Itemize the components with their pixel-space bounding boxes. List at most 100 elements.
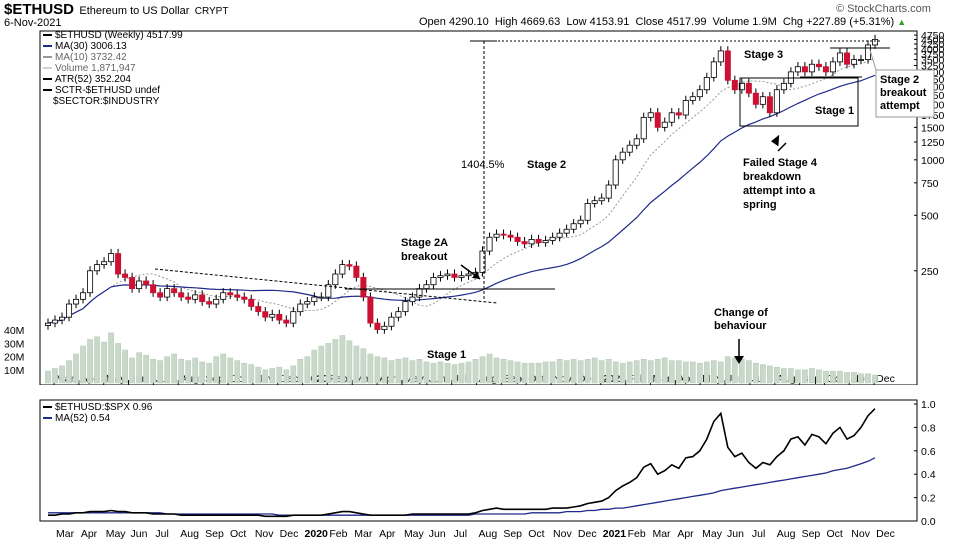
price-candle (605, 184, 612, 199)
price-candle (255, 306, 262, 313)
volume-bar (255, 366, 262, 384)
price-candle (689, 96, 696, 101)
volume-bar (507, 360, 514, 384)
annotation-stage2a: Stage 2A (401, 237, 448, 249)
volume-bar (654, 358, 661, 384)
price-candle (227, 292, 234, 296)
volume-bar (703, 361, 710, 384)
volume-bar (381, 357, 388, 384)
watermark: © StockCharts.com (836, 3, 931, 15)
volume-bar (269, 368, 276, 384)
price-candle (794, 66, 801, 73)
x-axis-label: 2021 (603, 528, 627, 540)
volume-bar (430, 362, 437, 384)
x-axis-label: Mar (354, 528, 373, 540)
volume-bar (788, 368, 794, 384)
price-candle (339, 264, 346, 275)
price-candle (395, 311, 402, 318)
x-axis-label: May (404, 528, 425, 540)
price-candle (801, 66, 808, 73)
volume-bar (199, 361, 206, 384)
volume-bar (675, 360, 682, 384)
price-candle (73, 298, 80, 305)
price-candle (129, 277, 136, 290)
price-candle (115, 253, 122, 275)
price-candle (822, 66, 829, 73)
volume-bar (416, 358, 423, 384)
volume-bar (598, 360, 605, 384)
volume-bar (220, 353, 227, 384)
volume-bar (423, 361, 430, 384)
x-axis-label: Sep (503, 528, 522, 540)
volume-tick-label: 30M (4, 338, 24, 350)
volume-bar (360, 348, 367, 384)
volume-bar (823, 370, 829, 384)
volume-bar (858, 373, 864, 384)
price-candle (661, 121, 668, 128)
price-candle (248, 298, 255, 307)
volume-bar (234, 360, 241, 384)
price-candle (808, 63, 815, 73)
x-axis-label: Sep (802, 528, 821, 540)
price-candle (752, 92, 759, 105)
volume-bar (472, 358, 479, 384)
x-axis-label: Nov (255, 528, 274, 540)
price-tick-label: 1500 (921, 122, 945, 134)
price-candle (843, 52, 850, 65)
volume-tick-label: 40M (4, 325, 24, 337)
x-axis-label: Oct (528, 528, 544, 540)
price-candle (213, 298, 220, 305)
annotation-change-behaviour: Change of (714, 307, 768, 319)
volume-bar (458, 362, 465, 384)
volume-bar (444, 362, 451, 384)
price-candle (101, 261, 108, 266)
volume-bar (844, 372, 850, 384)
price-candle (290, 311, 297, 324)
volume-bar (325, 343, 332, 384)
exchange-label: CRYPT (194, 6, 229, 17)
volume-bar (774, 366, 780, 384)
legend-ratio: $ETHUSD:$SPX 0.96 (55, 402, 153, 413)
chart-date: 6-Nov-2021 (4, 17, 62, 29)
volume-bar (767, 365, 773, 384)
price-candle (52, 319, 59, 324)
x-axis-label: Sep (205, 528, 224, 540)
volume-bar (689, 361, 696, 384)
price-candle (367, 296, 374, 324)
price-candle (717, 50, 724, 63)
price-candle (325, 284, 332, 298)
ratio-tick-label: 0.8 (921, 422, 936, 434)
legend-ma10: MA(10) 3732.42 (55, 52, 127, 63)
price-candle (738, 82, 745, 91)
volume-bar (528, 362, 535, 384)
price-candle (241, 296, 248, 300)
x-axis-label: 2020 (305, 528, 329, 540)
price-candle (836, 52, 843, 63)
volume-bar (633, 360, 640, 384)
annotation-stage2a: breakout (401, 251, 448, 263)
volume-bar (332, 339, 339, 384)
price-candle (178, 292, 185, 298)
x-axis-label: Jul (454, 528, 467, 540)
volume-bar (872, 374, 878, 384)
x-axis-label: Apr (379, 528, 396, 540)
volume-bar (549, 361, 556, 384)
ma30-line (47, 74, 876, 324)
volume-bar (248, 364, 255, 384)
price-candle (570, 223, 577, 230)
price-candle (745, 82, 752, 94)
volume-bar (80, 345, 86, 384)
volume-bar (837, 370, 843, 384)
price-candle (829, 61, 836, 73)
annotation-stage1-right: Stage 1 (815, 105, 854, 117)
price-candle (668, 112, 675, 123)
price-candle (577, 219, 584, 225)
price-candle (409, 296, 416, 303)
volume-bar (318, 345, 325, 384)
volume-bar (605, 358, 612, 384)
price-candle (507, 234, 514, 238)
ma10-line (47, 57, 876, 324)
ohlc-readout: Open 4290.10 High 4669.63 Low 4153.91 Cl… (419, 16, 906, 28)
price-candle (437, 275, 444, 278)
volume-bar (493, 357, 500, 384)
